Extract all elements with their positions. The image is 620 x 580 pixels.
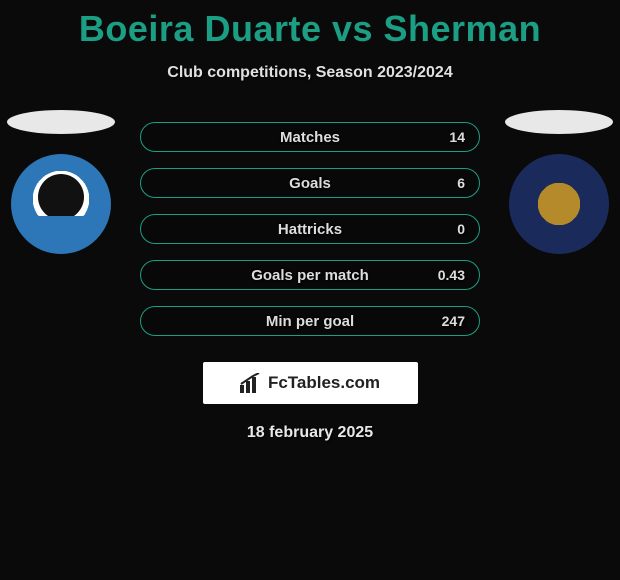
player-left (6, 110, 116, 254)
stat-label: Matches (280, 129, 340, 146)
subtitle: Club competitions, Season 2023/2024 (0, 64, 620, 82)
stat-value: 0.43 (438, 267, 465, 283)
stat-row-goals-per-match: Goals per match 0.43 (140, 260, 480, 290)
stat-row-min-per-goal: Min per goal 247 (140, 306, 480, 336)
stat-row-hattricks: Hattricks 0 (140, 214, 480, 244)
stat-label: Min per goal (266, 313, 354, 330)
player-avatar-placeholder (505, 110, 613, 134)
stat-value: 14 (449, 129, 465, 145)
brand-text: FcTables.com (268, 373, 380, 393)
stat-label: Goals per match (251, 267, 369, 284)
player-avatar-placeholder (7, 110, 115, 134)
brand-box[interactable]: FcTables.com (203, 362, 418, 404)
club-badge-right (509, 154, 609, 254)
stat-label: Goals (289, 175, 331, 192)
player-right (504, 110, 614, 254)
page-title: Boeira Duarte vs Sherman (0, 0, 620, 50)
stat-label: Hattricks (278, 221, 342, 238)
bar-chart-icon (240, 373, 262, 393)
stat-value: 247 (442, 313, 465, 329)
stat-value: 0 (457, 221, 465, 237)
date-label: 18 february 2025 (0, 424, 620, 442)
club-badge-left (11, 154, 111, 254)
stat-row-matches: Matches 14 (140, 122, 480, 152)
stat-rows: Matches 14 Goals 6 Hattricks 0 Goals per… (140, 122, 480, 336)
comparison-panel: Matches 14 Goals 6 Hattricks 0 Goals per… (0, 122, 620, 442)
stat-value: 6 (457, 175, 465, 191)
stat-row-goals: Goals 6 (140, 168, 480, 198)
